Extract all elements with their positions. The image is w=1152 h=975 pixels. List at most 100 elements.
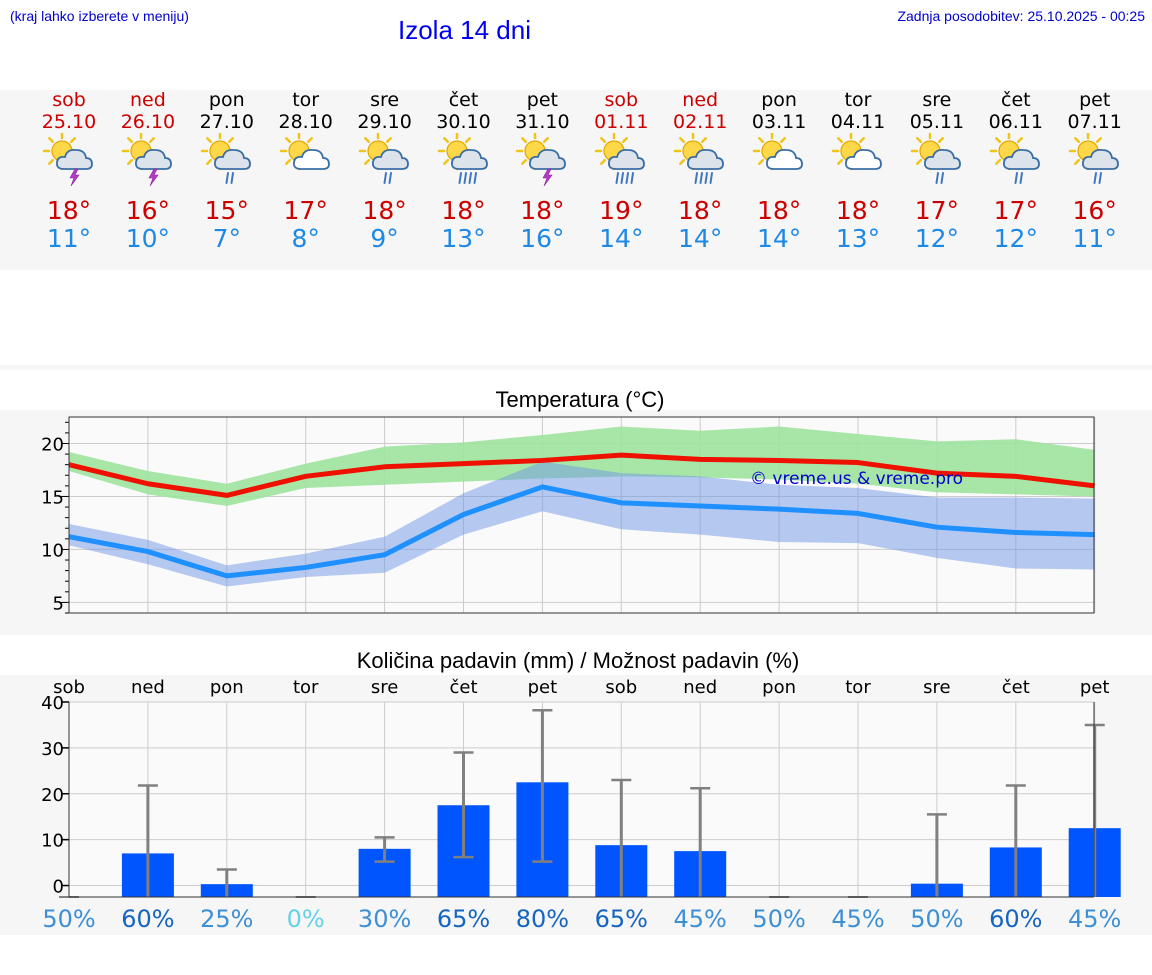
precipitation-probability: 45%	[1068, 905, 1121, 933]
max-temperature: 18°	[835, 196, 881, 225]
rain-icon	[615, 172, 635, 184]
min-temperature: 14°	[678, 224, 723, 253]
day-date: 03.11	[751, 111, 807, 133]
cloud-icon	[55, 148, 93, 170]
last-updated: Zadnja posodobitev: 25.10.2025 - 00:25	[897, 8, 1145, 24]
max-temperature: 17°	[283, 196, 328, 225]
y-tick-label: 20	[41, 785, 64, 806]
weather-icon	[595, 133, 646, 184]
day-name: sob	[604, 89, 639, 111]
day-date: 28.10	[278, 111, 333, 133]
watermark: © vreme.us & vreme.pro	[750, 469, 963, 489]
cloud-icon	[844, 148, 882, 170]
y-tick-label: 0	[53, 877, 64, 898]
min-temperature: 11°	[46, 224, 92, 253]
max-temperature: 18°	[362, 196, 407, 225]
day-name: čet	[448, 89, 479, 111]
max-temperature: 18°	[46, 196, 92, 225]
precipitation-chart-title: Količina padavin (mm) / Možnost padavin …	[356, 648, 800, 673]
cloud-icon	[766, 148, 803, 170]
precipitation-probability: 30%	[358, 905, 411, 933]
weather-icon	[437, 133, 488, 184]
day-date: 25.10	[41, 111, 97, 133]
precipitation-probability: 65%	[437, 905, 490, 933]
rain-icon	[1014, 172, 1023, 184]
day-name: sre	[370, 89, 400, 111]
day-date: 04.11	[830, 111, 886, 133]
weather-icon	[516, 133, 567, 187]
x-category-label: sre	[371, 677, 398, 698]
max-temperature: 18°	[441, 196, 486, 225]
cloud-icon	[371, 148, 409, 170]
precipitation-probability: 65%	[595, 905, 648, 933]
precipitation-probability: 60%	[989, 905, 1042, 933]
min-temperature: 13°	[835, 224, 881, 253]
day-name: pet	[1079, 89, 1111, 111]
weather-icon	[989, 133, 1040, 184]
weather-icon	[1068, 133, 1119, 184]
weather-icon	[279, 133, 330, 171]
weather-icon	[910, 133, 961, 184]
y-tick-label: 30	[41, 739, 64, 760]
precipitation-probability: 25%	[200, 905, 253, 933]
precipitation-probability: 50%	[752, 905, 805, 933]
lightning-icon	[148, 168, 159, 187]
day-date: 07.11	[1067, 111, 1122, 133]
day-date: 31.10	[515, 111, 570, 133]
weather-icon	[42, 133, 93, 187]
min-temperature: 12°	[993, 224, 1038, 253]
precipitation-probability: 60%	[121, 905, 174, 933]
x-category-label: pet	[1080, 677, 1110, 698]
day-date: 02.11	[672, 111, 728, 133]
day-date: 27.10	[199, 111, 254, 133]
plot-area	[69, 702, 1094, 897]
day-date: 05.11	[909, 111, 965, 133]
x-category-label: čet	[449, 677, 477, 698]
rain-icon	[458, 172, 477, 184]
cloud-icon	[687, 148, 725, 170]
rain-icon	[1093, 172, 1102, 184]
min-temperature: 7°	[212, 224, 241, 253]
day-name: pet	[526, 89, 558, 111]
x-category-label: čet	[1002, 677, 1030, 698]
x-category-label: ned	[131, 677, 165, 698]
y-tick-label: 10	[41, 831, 64, 852]
min-temperature: 12°	[914, 224, 960, 253]
temperature-chart-title: Temperatura (°C)	[495, 387, 665, 412]
precipitation-probability: 0%	[287, 905, 325, 933]
cloud-icon	[923, 148, 961, 170]
weather-icon	[673, 133, 725, 184]
max-temperature: 16°	[125, 196, 171, 225]
precipitation-probability: 45%	[831, 905, 884, 933]
day-name: sre	[922, 89, 952, 111]
x-category-label: pet	[528, 677, 558, 698]
min-temperature: 8°	[291, 224, 320, 253]
location-hint-link[interactable]: (kraj lahko izberete v meniju)	[10, 8, 189, 24]
cloud-icon	[292, 148, 330, 170]
day-date: 06.11	[988, 111, 1043, 133]
rain-icon	[694, 172, 714, 184]
min-temperature-line	[68, 484, 1095, 579]
max-temperature: 18°	[756, 196, 802, 225]
day-name: pon	[208, 89, 245, 111]
x-category-label: pon	[210, 677, 244, 698]
min-temperature: 14°	[756, 224, 802, 253]
precipitation-probability: 45%	[674, 905, 727, 933]
cloud-icon	[213, 148, 251, 170]
plot-frame	[68, 416, 1095, 614]
x-category-label: tor	[845, 677, 871, 698]
rain-icon	[225, 172, 234, 184]
cloud-icon	[134, 148, 172, 170]
max-temperature-band	[69, 426, 1095, 506]
day-name: čet	[1001, 89, 1031, 111]
max-temperature: 19°	[599, 196, 644, 225]
day-date: 01.11	[594, 111, 649, 133]
precipitation-probability: 80%	[516, 905, 569, 933]
day-name: pon	[761, 89, 797, 111]
min-temperature-band	[69, 461, 1095, 587]
max-temperature: 16°	[1072, 196, 1117, 225]
cloud-icon	[450, 148, 488, 170]
cloud-icon	[529, 148, 567, 170]
rain-icon	[935, 172, 944, 184]
max-temperature: 15°	[204, 196, 249, 225]
